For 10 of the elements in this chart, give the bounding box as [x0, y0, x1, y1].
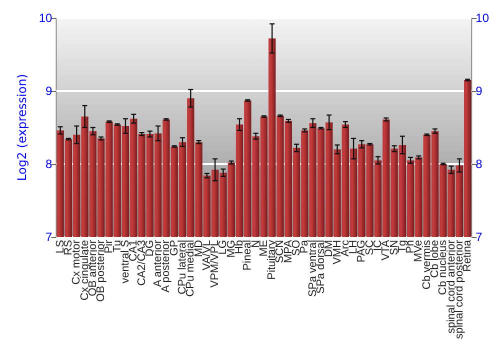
y2-tick-label: 7 — [476, 230, 483, 244]
x-tick-label: OB posterior — [95, 240, 108, 302]
y2-tick-label: 8 — [476, 156, 483, 171]
y2-tick-label: 9 — [476, 84, 483, 98]
y2-tick-label: 10 — [476, 11, 490, 25]
y-tick-label: 7 — [46, 230, 53, 244]
y-axis-title: Log2 (expression) — [15, 74, 29, 181]
y-tick-label: 9 — [46, 84, 53, 98]
y-tick-label: 10 — [38, 11, 53, 25]
y-tick-label: 8 — [46, 156, 53, 171]
